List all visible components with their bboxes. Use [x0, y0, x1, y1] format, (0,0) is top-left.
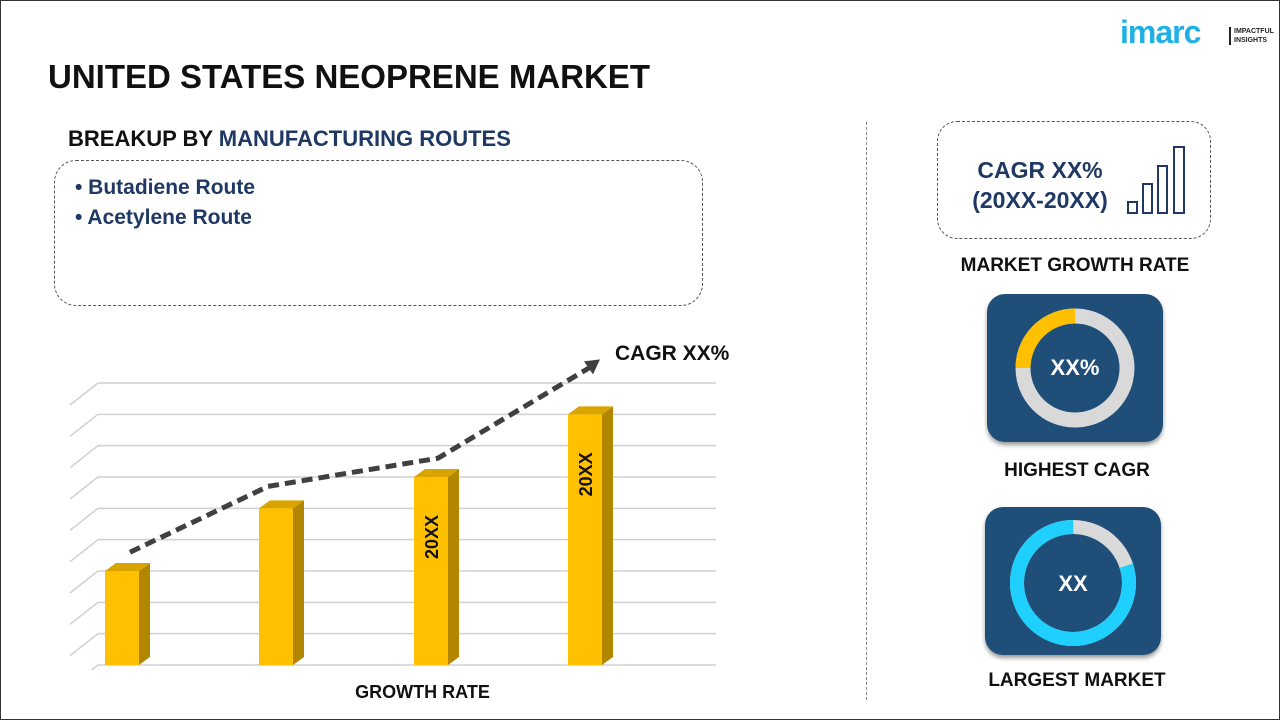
highest-cagr-label: HIGHEST CAGR [1004, 460, 1150, 481]
gridline-depth [69, 633, 99, 657]
page-title: UNITED STATES NEOPRENE MARKET [48, 58, 650, 95]
gridline-depth [69, 382, 99, 406]
gridline-depth [69, 507, 99, 531]
bar-side [602, 406, 613, 665]
gridline-depth [69, 413, 99, 437]
imarc-logo: imarc [1120, 14, 1201, 50]
donut-segment [1015, 308, 1135, 428]
bar [259, 508, 293, 665]
bar-side [139, 563, 150, 665]
x-axis-label: GROWTH RATE [355, 682, 490, 702]
largest-market-tile: XX [985, 507, 1161, 655]
route-item: • Butadiene Route [75, 176, 256, 199]
bar [105, 571, 139, 665]
bar-side [448, 469, 459, 665]
trend-arrowhead [584, 359, 600, 375]
bar-label: 20XX [576, 452, 596, 496]
cagr-text: CAGR XX% (20XX-20XX) [972, 157, 1108, 213]
gridline-depth [90, 664, 99, 670]
route-item: • Acetylene Route [75, 206, 252, 229]
trend-label: CAGR XX% [615, 342, 730, 365]
largest-market-value: XX [1058, 571, 1088, 596]
largest-market-donut [1010, 520, 1136, 646]
market-growth-label: MARKET GROWTH RATE [960, 255, 1190, 276]
divider [866, 122, 867, 700]
gridline-depth [69, 476, 99, 500]
bar [414, 477, 448, 665]
bar-top [414, 469, 459, 477]
bar-label: 20XX [422, 515, 442, 559]
bar-top [568, 406, 613, 415]
bar [568, 414, 602, 665]
bar-side [293, 500, 304, 665]
growth-chart: 20XX 20XX [69, 359, 716, 670]
logo-tagline: IMPACTFUL INSIGHTS [1229, 27, 1274, 45]
routes-box: • Butadiene Route • Acetylene Route [54, 160, 703, 306]
highest-cagr-tile: XX% [987, 294, 1163, 442]
highest-cagr-value: XX% [1050, 355, 1100, 380]
bar-top [259, 500, 304, 509]
gridline-depth [69, 539, 99, 563]
gridline-depth [69, 601, 99, 625]
bar-chart-icon [1127, 146, 1185, 214]
cagr-box [937, 121, 1211, 239]
donut-segment [1010, 520, 1136, 646]
bar-top [105, 563, 150, 571]
trend-line [128, 365, 592, 555]
gridline-depth [69, 570, 99, 594]
largest-market-label: LARGEST MARKET [988, 670, 1166, 691]
highest-cagr-donut [1015, 308, 1135, 428]
breakup-heading: BREAKUP BY MANUFACTURING ROUTES [68, 126, 511, 151]
gridline-depth [69, 445, 99, 469]
